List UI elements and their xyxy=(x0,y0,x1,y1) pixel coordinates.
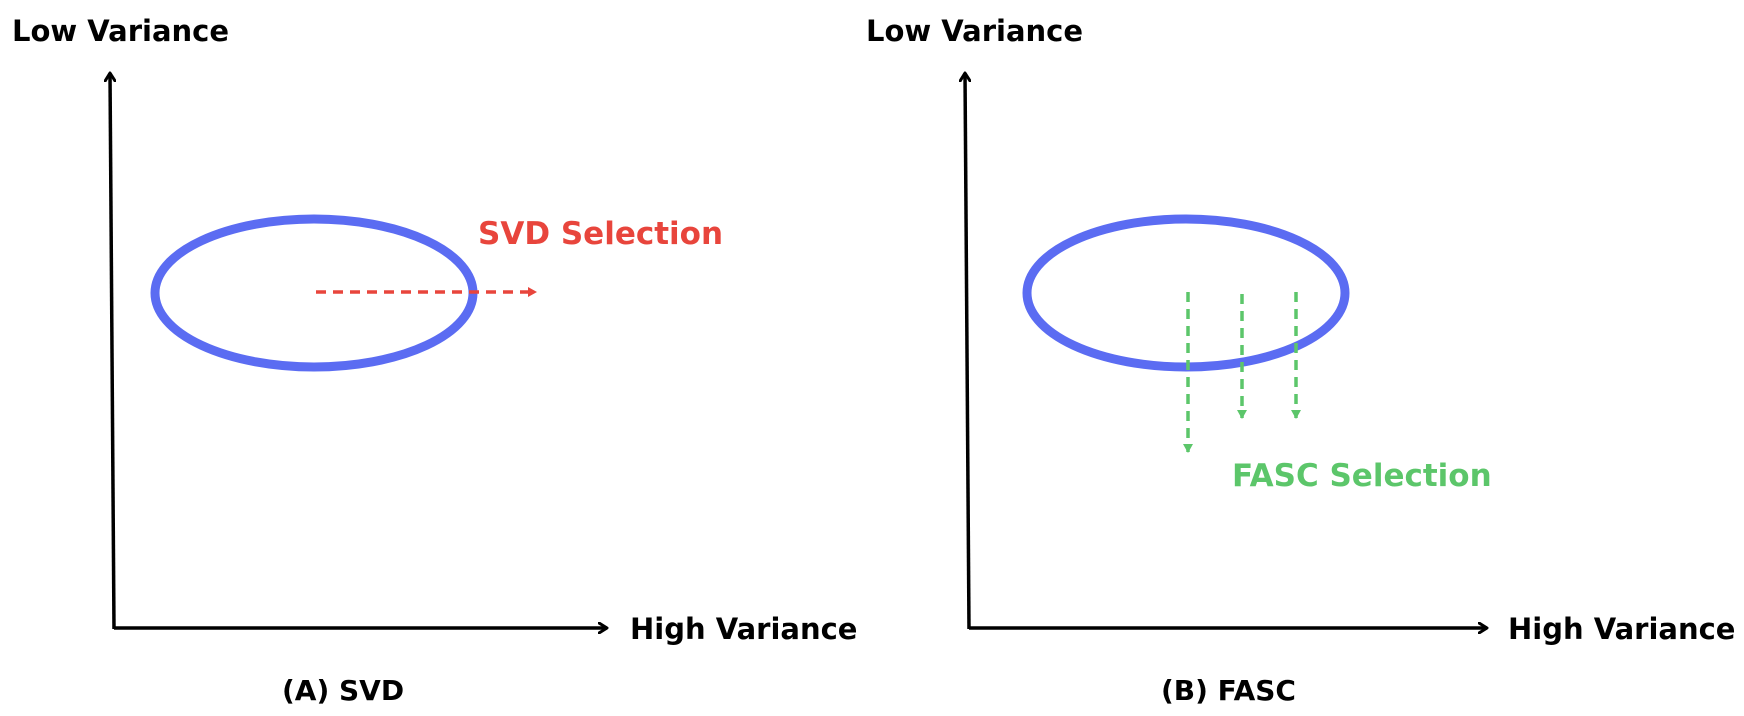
panel-fasc: Low Variance High Variance FASC Selectio… xyxy=(866,14,1735,707)
y-axis-label: Low Variance xyxy=(866,14,1083,48)
panel-svd: Low Variance High Variance SVD Selection… xyxy=(12,14,857,707)
data-distribution-ellipse xyxy=(1022,214,1350,372)
panel-a-caption: (A) SVD xyxy=(282,674,404,707)
y-axis xyxy=(110,73,114,630)
panel-b-caption: (B) FASC xyxy=(1161,674,1296,707)
x-axis-label: High Variance xyxy=(1508,612,1735,646)
svd-selection-label: SVD Selection xyxy=(478,216,723,252)
y-axis-label: Low Variance xyxy=(12,14,229,48)
fasc-selection-label: FASC Selection xyxy=(1232,458,1492,494)
x-axis-label: High Variance xyxy=(630,612,857,646)
y-axis xyxy=(965,73,969,630)
